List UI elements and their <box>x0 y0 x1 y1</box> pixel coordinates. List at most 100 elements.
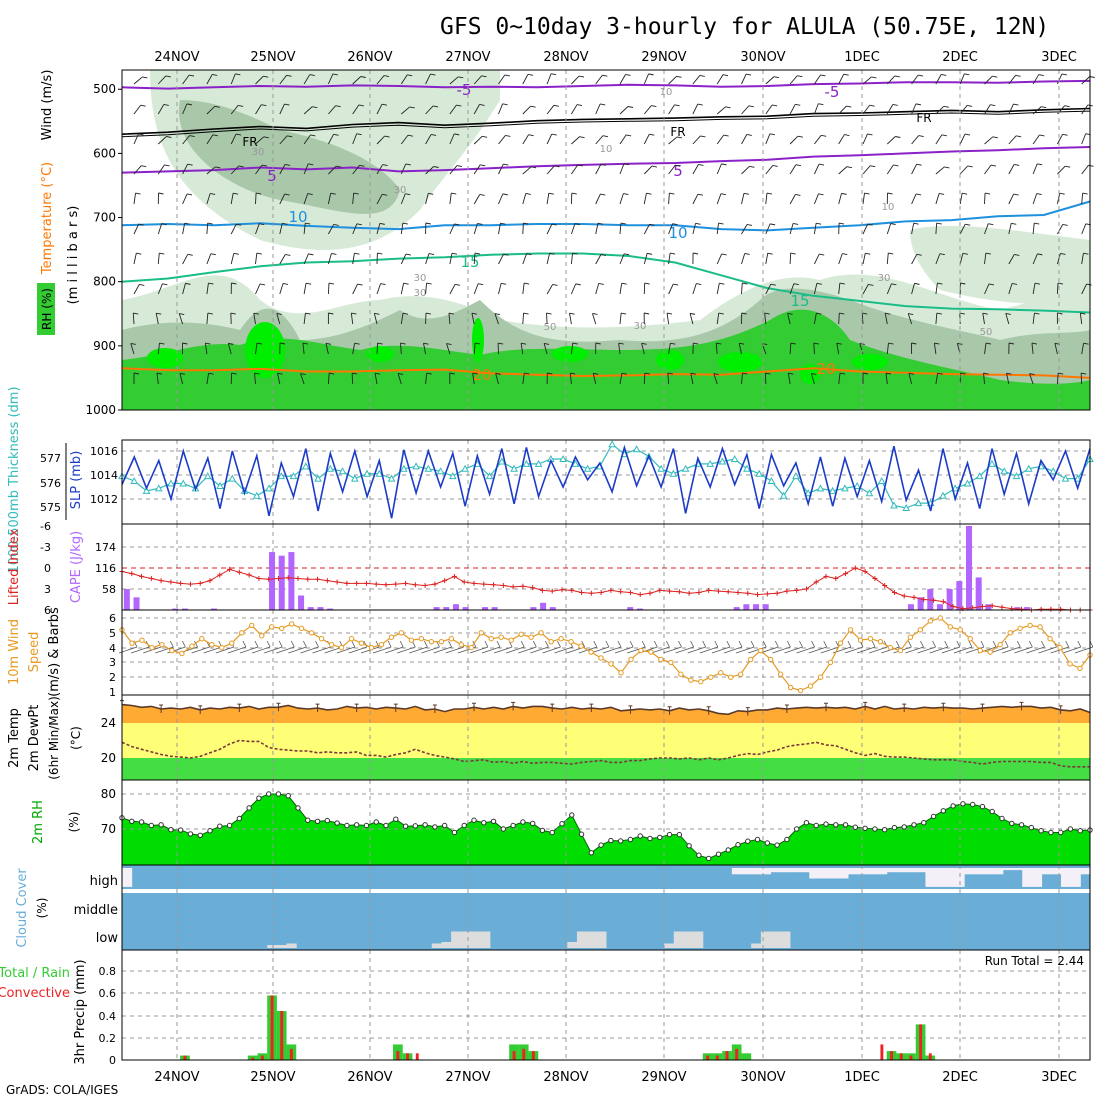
wind-barb-flag-3-0 <box>212 73 218 76</box>
x-tick-top-1: 25NOV <box>250 50 295 65</box>
surface-barb-19 <box>348 646 368 654</box>
wind-barb-flag-14-3 <box>480 164 486 167</box>
wind-barb-6-5 <box>279 223 283 235</box>
wind-barb-flag-30-1 <box>869 104 875 107</box>
wind-barb-flag-9-8 <box>351 312 357 315</box>
lifted-index-point-50 <box>608 587 614 593</box>
rh2m-point-5 <box>168 827 174 833</box>
x-tick-bottom-9: 3DEC <box>1041 1070 1077 1085</box>
wind-barb-flag-10-6 <box>377 252 383 255</box>
surface-barb-27 <box>445 646 464 654</box>
cape-bar-21 <box>327 608 334 610</box>
wind-barb-35-9 <box>984 343 987 355</box>
wind-barb-15-4 <box>498 193 504 205</box>
wind-barb-23-8 <box>689 313 694 325</box>
wind-barb-13-6 <box>449 253 453 265</box>
wind-barb-flag-35-10 <box>983 372 989 375</box>
lifted-index-point-15 <box>266 576 272 582</box>
surface-barb-flag-48 <box>714 640 719 648</box>
wind-barb-1-2 <box>157 136 167 145</box>
wind-barb-35-0 <box>984 75 993 85</box>
surface-barb-flag-72 <box>1004 640 1009 648</box>
pressure-tick-4: 900 <box>93 339 116 353</box>
wind-barb-flag-37-1 <box>1041 106 1047 109</box>
wind-barb-35-6 <box>984 253 987 265</box>
wind-barb-36-1 <box>1008 103 1014 115</box>
wind-barb-12-9 <box>423 343 427 355</box>
wind-barb-5-3 <box>255 164 263 175</box>
wind-barb-flag-27-8 <box>787 312 793 315</box>
cloud-level-divider <box>122 889 1090 893</box>
wind-barb-flag-25-9 <box>739 342 745 345</box>
surface-barb-flag-46 <box>690 640 694 648</box>
wind-barb-flag-20-8 <box>621 312 627 315</box>
lifted-index-point-89 <box>989 603 995 609</box>
contour-label-1: -5 <box>825 83 840 101</box>
surface-barb-flag-73 <box>1016 640 1021 648</box>
wind-speed-point-74 <box>857 637 864 643</box>
cloud-high-gap-74 <box>838 868 849 879</box>
wind-barb-flag-4-0 <box>235 73 241 76</box>
wind-barb-17-8 <box>546 312 548 325</box>
wind-barb-flag-24-9 <box>716 342 722 345</box>
wind-barb-1-6 <box>157 253 160 265</box>
wind-barb-flag-34-4 <box>962 192 968 195</box>
wind-barb-25-7 <box>741 282 743 295</box>
lifted-index-line <box>121 567 1090 611</box>
wind-barb-flag-2-1 <box>186 103 192 106</box>
wind-barb-19-10 <box>592 373 597 385</box>
wind-barb-flag-15-7 <box>501 282 507 285</box>
thickness-point-27 <box>448 472 457 480</box>
wind-barb-flag-32-2 <box>918 135 924 138</box>
wind-barb-22-8 <box>666 313 670 325</box>
surface-barb-44 <box>651 646 670 654</box>
wind-barb-flag-8-5 <box>333 223 339 226</box>
lifted-index-point-26 <box>373 581 379 587</box>
cloud-high-gap-69 <box>789 868 801 873</box>
temp-tick-0: 24 <box>101 716 116 730</box>
wind-barb-9-1 <box>352 104 360 115</box>
wind-barb-flag-4-7 <box>231 282 237 285</box>
wind-barb-flag-0-4 <box>135 192 141 195</box>
rh-shade-bright-4 <box>656 350 684 370</box>
wind-barb-9-0 <box>352 76 362 85</box>
x-tick-bottom-2: 26NOV <box>347 1070 392 1085</box>
wind-barb-flag-3-1 <box>214 105 220 108</box>
wind-barb-30-8 <box>861 312 864 325</box>
wind-barb-flag-30-10 <box>862 372 869 375</box>
wind-barb-flag-22-6 <box>670 252 676 255</box>
wind-barb-39-9 <box>1081 343 1085 355</box>
wind-barb-flag-23-1 <box>697 103 703 106</box>
wind-speed-point-90 <box>1017 625 1023 632</box>
wind-barb-flag-22-0 <box>676 75 682 78</box>
thickness-point-13 <box>277 472 286 480</box>
wind-axis-label-3: (m/s) & Barbs <box>47 607 62 697</box>
rh2m-point-91 <box>1009 820 1015 827</box>
wind-barb-flag-11-6 <box>405 253 412 256</box>
rh2m-point-7 <box>187 831 194 837</box>
cloud-high-gap-78 <box>877 868 888 875</box>
precip-legend-total: Total / Rain <box>0 966 70 981</box>
wind-barb-39-3 <box>1081 165 1089 175</box>
wind-barb-flag-33-9 <box>934 342 940 345</box>
cloud-high-gap-86 <box>954 868 965 887</box>
wind-barb-27-2 <box>789 135 799 145</box>
wind-barb-11-0 <box>400 74 408 85</box>
wind-barb-flag-38-5 <box>1062 223 1068 226</box>
wind-barb-flag-9-3 <box>359 164 365 167</box>
wind-barb-18-3 <box>571 164 579 175</box>
wind-barb-flag-11-1 <box>409 106 415 109</box>
x-tick-bottom-5: 29NOV <box>641 1070 686 1085</box>
wind-speed-point-36 <box>478 630 484 636</box>
lifted-index-point-29 <box>403 580 409 586</box>
wind-barb-13-8 <box>448 313 451 325</box>
wind-barb-18-9 <box>570 343 574 355</box>
wind-barb-32-6 <box>911 254 918 265</box>
surface-barb-48 <box>699 646 718 654</box>
wind-barb-37-8 <box>1032 313 1035 325</box>
cape-bar-20 <box>317 607 324 610</box>
wind-barb-flag-35-3 <box>990 164 997 167</box>
temp-axis-label-3: (6hr Min/Max) <box>47 696 61 780</box>
wind-barb-16-9 <box>520 343 524 355</box>
wind-barb-flag-10-1 <box>381 103 388 106</box>
